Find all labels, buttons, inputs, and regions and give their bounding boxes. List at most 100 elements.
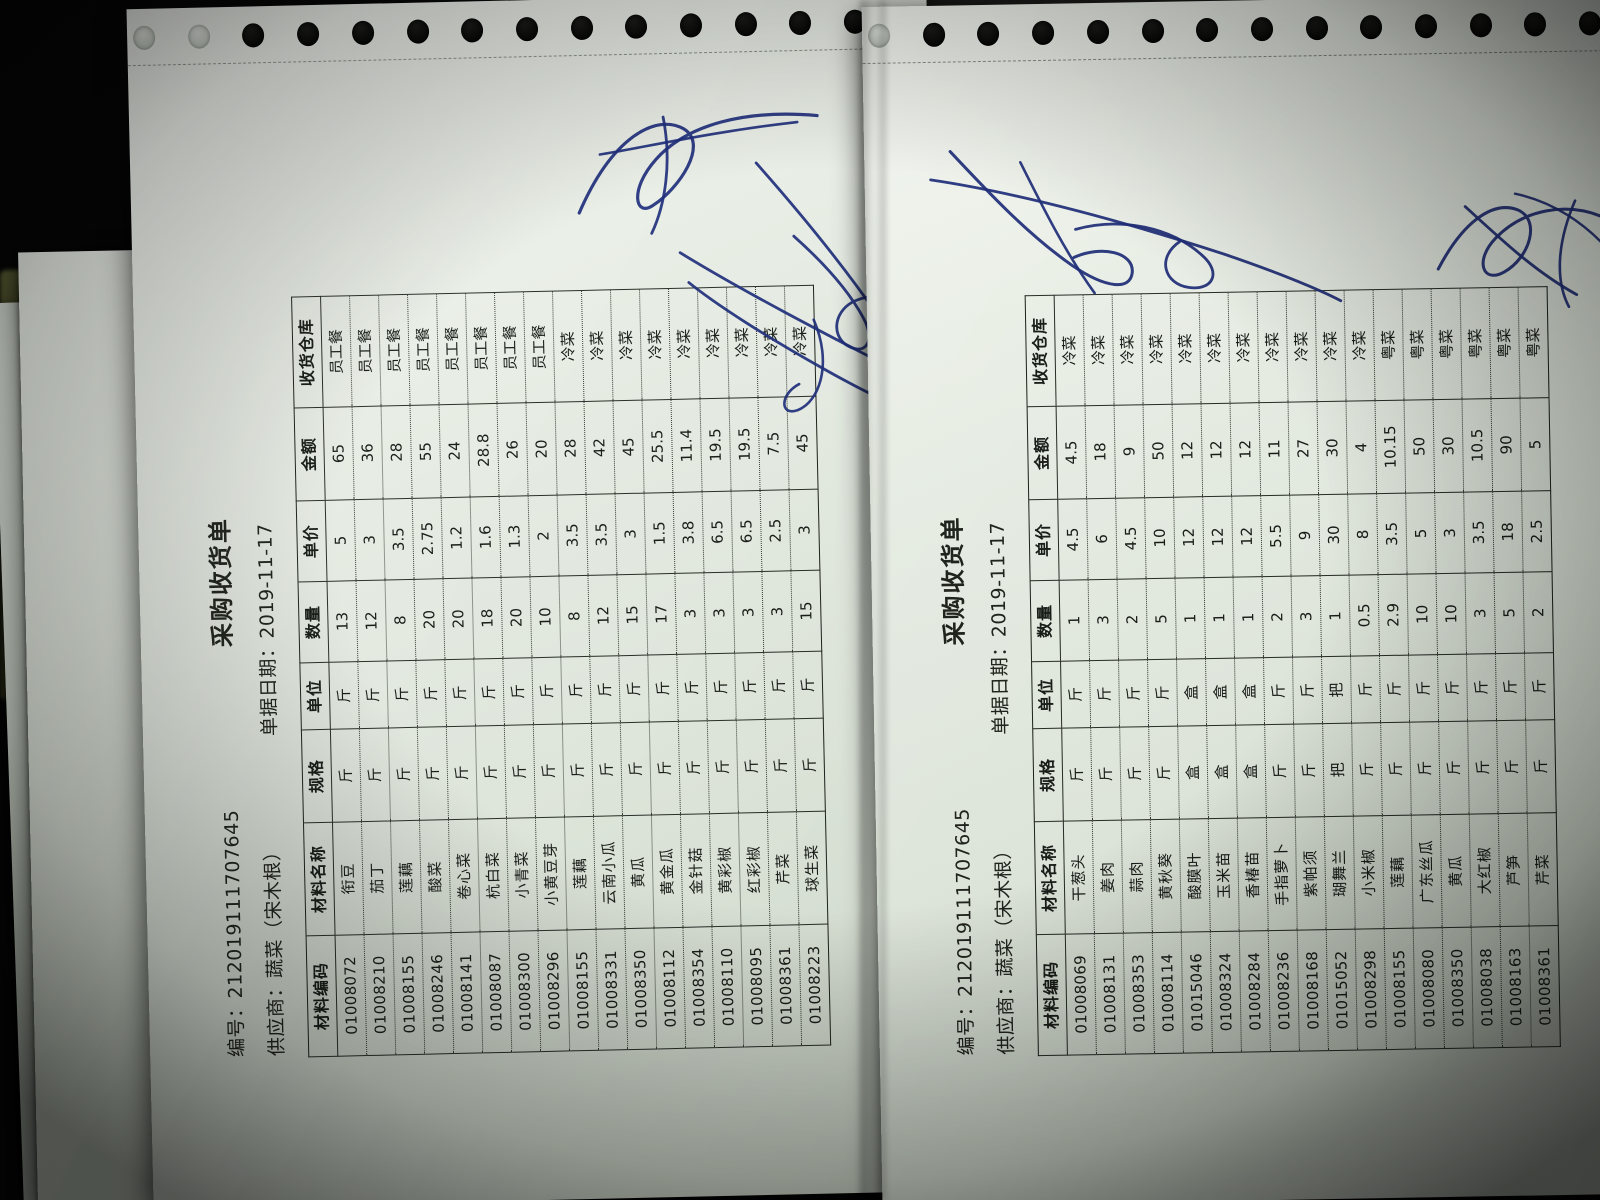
cell-code: 01008155 <box>393 933 425 1055</box>
cell-unit: 斤 <box>1263 657 1294 725</box>
cell-price: 3.5 <box>1376 493 1408 575</box>
cell-price: 6.5 <box>731 490 762 573</box>
cell-unit: 斤 <box>792 651 824 719</box>
cell-qty: 20 <box>413 578 445 661</box>
cell-price: 1.5 <box>644 492 675 575</box>
cell-price: 1.6 <box>470 496 501 579</box>
cell-code: 01008350 <box>1442 927 1474 1049</box>
receipt-page-1[interactable]: 编号：212019111707645 采购收货单 供应商：蔬菜（宋木根） 单据日… <box>126 0 1156 1200</box>
cell-price: 5.5 <box>1260 495 1292 577</box>
cell-unit: 斤 <box>705 653 737 721</box>
cell-warehouse: 员工餐 <box>465 292 498 405</box>
cell-warehouse: 员工餐 <box>378 294 411 407</box>
cell-spec: 斤 <box>1264 724 1296 818</box>
cell-qty: 3 <box>761 570 793 653</box>
cell-spec: 斤 <box>417 726 449 821</box>
cell-spec: 斤 <box>707 720 739 814</box>
cell-spec: 斤 <box>1438 721 1470 815</box>
cell-amount: 12 <box>1172 403 1203 498</box>
cell-name: 衔豆 <box>332 821 365 936</box>
cell-price: 12 <box>1173 496 1205 579</box>
cell-price: 12 <box>1231 495 1263 578</box>
cell-price: 6 <box>1086 498 1118 580</box>
receipt-page-2[interactable]: 编号：212019111707645 采购收货单 供应商：蔬菜（宋木根） 单据日… <box>861 0 1600 1200</box>
cell-spec: 斤 <box>1496 720 1528 814</box>
cell-unit: 斤 <box>328 661 360 730</box>
cell-qty: 12 <box>356 580 387 662</box>
cell-warehouse: 冷菜 <box>784 285 816 397</box>
cell-amount: 25.5 <box>641 399 674 494</box>
cell-warehouse: 冷菜 <box>1344 289 1376 402</box>
cell-price: 3.5 <box>383 498 414 581</box>
cell-qty: 3 <box>703 572 735 654</box>
th-unit: 单位 <box>299 662 331 730</box>
cell-spec: 斤 <box>649 721 681 816</box>
cell-qty: 15 <box>790 570 822 652</box>
cell-warehouse: 冷菜 <box>1228 291 1260 404</box>
cell-price: 5 <box>325 499 357 582</box>
cell-warehouse: 员工餐 <box>523 291 556 403</box>
cell-qty: 17 <box>645 573 677 656</box>
cell-price: 3 <box>1434 492 1466 574</box>
cell-price: 2 <box>528 495 559 577</box>
cell-amount: 24 <box>439 404 471 498</box>
cell-qty: 8 <box>385 579 416 661</box>
cell-price: 6.5 <box>702 491 733 573</box>
cell-warehouse: 冷菜 <box>1315 290 1347 402</box>
supplier-label-p1: 供应商：蔬菜（宋木根） <box>261 841 289 1057</box>
supplier-label-p2: 供应商：蔬菜（宋木根） <box>992 840 1018 1055</box>
cell-amount: 10.5 <box>1462 398 1493 493</box>
cell-warehouse: 冷菜 <box>581 289 613 402</box>
cell-qty: 3 <box>732 571 764 654</box>
cell-name: 小米椒 <box>1353 815 1385 930</box>
cell-code: 01008284 <box>1239 930 1271 1053</box>
cell-code: 01008236 <box>1268 930 1300 1052</box>
th-qty: 数量 <box>298 581 329 663</box>
cell-spec: 盒 <box>1177 725 1209 820</box>
cell-name: 黄瓜 <box>622 815 654 929</box>
cell-name: 金针菇 <box>680 813 712 928</box>
doc-no-label-p1: 编号：212019111707645 <box>220 809 249 1058</box>
cell-code: 01008110 <box>711 926 744 1048</box>
cell-warehouse: 冷菜 <box>668 287 700 400</box>
th-name-p2: 材料名称 <box>1034 821 1066 935</box>
cell-unit: 斤 <box>531 657 563 725</box>
cell-code: 01008246 <box>422 932 454 1055</box>
cell-warehouse: 冷菜 <box>639 288 671 401</box>
cell-warehouse: 冷菜 <box>726 286 758 399</box>
cell-name: 莲藕 <box>1382 815 1414 929</box>
cell-qty: 3 <box>674 572 706 655</box>
th-amount-p2: 金额 <box>1027 406 1058 500</box>
cell-unit: 斤 <box>560 656 592 725</box>
cell-code: 01008296 <box>538 929 570 1052</box>
cell-code: 01008072 <box>335 934 367 1057</box>
cell-code: 01008298 <box>1355 928 1387 1051</box>
cell-unit: 把 <box>1321 656 1352 724</box>
cell-price: 3.5 <box>1463 491 1495 574</box>
cell-spec: 把 <box>1322 723 1354 817</box>
cell-code: 01008069 <box>1065 933 1097 1056</box>
cell-amount: 90 <box>1491 398 1522 492</box>
cell-name: 云南小瓜 <box>593 815 625 930</box>
cell-warehouse: 员工餐 <box>407 293 440 406</box>
cell-unit: 斤 <box>415 659 447 728</box>
cell-warehouse: 冷菜 <box>610 289 642 401</box>
cell-amount: 30 <box>1317 401 1348 495</box>
cell-warehouse: 粤菜 <box>1402 288 1434 401</box>
cell-qty: 2 <box>1262 576 1293 658</box>
cell-warehouse: 粤菜 <box>1460 287 1492 400</box>
cell-qty: 5 <box>1494 572 1525 654</box>
cell-name: 黄秋葵 <box>1150 819 1182 933</box>
cell-price: 1.2 <box>441 497 472 579</box>
cell-name: 紫帕须 <box>1295 816 1327 931</box>
th-code: 材料编码 <box>306 935 338 1057</box>
cell-name: 红彩椒 <box>738 812 770 927</box>
date-label-p2: 单据日期：2019-11-17 <box>986 521 1013 735</box>
cell-code: 01015046 <box>1181 931 1213 1054</box>
cell-amount: 18 <box>1085 405 1116 499</box>
cell-spec: 斤 <box>330 728 362 823</box>
cell-qty: 1 <box>1204 577 1235 659</box>
cell-warehouse: 冷菜 <box>1286 290 1318 403</box>
cell-amount: 50 <box>1404 399 1435 494</box>
